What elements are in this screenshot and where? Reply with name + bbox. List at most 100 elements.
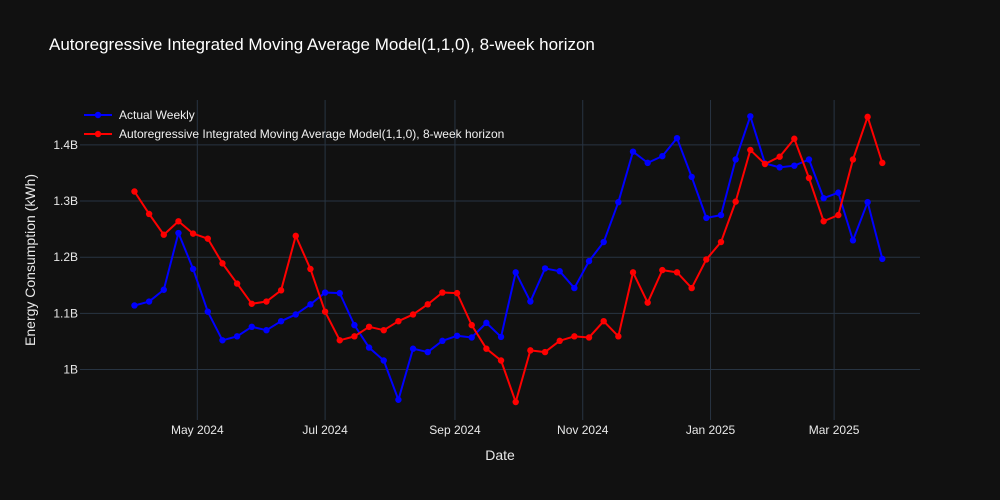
data-point — [219, 337, 226, 344]
data-point — [805, 174, 813, 182]
data-point — [835, 189, 842, 196]
x-tick-label: Sep 2024 — [429, 423, 481, 437]
series-2 — [131, 113, 886, 406]
series-layer — [131, 113, 886, 406]
data-point — [219, 260, 226, 267]
data-point — [717, 238, 725, 246]
grid-layer — [80, 100, 920, 420]
data-point — [145, 298, 153, 305]
legend-swatch-marker — [94, 111, 102, 119]
y-tick-label: 1.2B — [53, 250, 78, 264]
data-point — [761, 160, 769, 168]
data-point — [703, 214, 710, 222]
data-point — [351, 321, 358, 329]
data-point — [204, 308, 211, 315]
series-1 — [131, 113, 886, 403]
data-point — [336, 289, 343, 297]
data-point — [409, 311, 417, 318]
data-point — [527, 347, 534, 354]
data-point — [380, 357, 387, 364]
data-point — [688, 284, 695, 292]
data-point — [820, 195, 827, 202]
data-point — [380, 326, 387, 334]
data-point — [175, 218, 182, 225]
data-point — [688, 173, 695, 181]
data-point — [233, 333, 241, 340]
legend-item[interactable]: Actual Weekly — [84, 108, 195, 122]
data-point — [263, 326, 270, 334]
data-point — [659, 152, 666, 160]
data-point — [512, 269, 519, 276]
data-point — [424, 301, 431, 308]
data-point — [732, 156, 739, 163]
data-point — [483, 345, 490, 352]
data-point — [277, 287, 285, 294]
data-point — [615, 333, 622, 340]
data-point — [805, 156, 813, 163]
data-point — [233, 280, 241, 287]
data-point — [512, 398, 519, 406]
data-point — [849, 237, 857, 244]
data-point — [864, 113, 871, 121]
data-point — [131, 302, 138, 309]
y-axis-title: Energy Consumption (kWh) — [22, 174, 38, 346]
data-point — [204, 235, 211, 242]
data-point — [703, 256, 710, 263]
data-point — [292, 311, 299, 318]
x-tick-label: Jul 2024 — [302, 423, 348, 437]
y-tick-label: 1.3B — [53, 194, 78, 208]
data-point — [483, 319, 490, 327]
data-point — [659, 266, 666, 274]
chart-title: Autoregressive Integrated Moving Average… — [49, 35, 595, 54]
data-point — [365, 323, 373, 331]
data-point — [849, 156, 857, 163]
data-point — [556, 337, 563, 345]
data-point — [673, 134, 681, 142]
data-point — [879, 255, 886, 263]
data-point — [673, 269, 681, 276]
data-point — [307, 301, 314, 308]
y-tick-label: 1.1B — [53, 306, 78, 320]
data-point — [351, 333, 358, 340]
data-point — [468, 321, 475, 329]
data-point — [776, 164, 783, 171]
data-point — [791, 162, 798, 169]
data-point — [527, 298, 534, 305]
data-point — [292, 232, 299, 240]
data-point — [644, 159, 651, 167]
x-tick-label: Mar 2025 — [809, 423, 860, 437]
y-tick-label: 1B — [63, 362, 78, 376]
data-point — [175, 229, 182, 237]
data-point — [864, 198, 871, 206]
data-point — [160, 231, 167, 238]
data-point — [263, 298, 270, 305]
data-point — [131, 188, 138, 195]
data-point — [556, 268, 563, 275]
x-tick-label: Jan 2025 — [686, 423, 736, 437]
data-point — [776, 153, 783, 160]
x-tick-label: Nov 2024 — [557, 423, 609, 437]
data-point — [879, 159, 886, 167]
x-tick-label: May 2024 — [171, 423, 224, 437]
data-point — [747, 146, 754, 154]
data-point — [453, 332, 461, 339]
data-point — [160, 286, 167, 293]
data-point — [277, 317, 285, 325]
data-point — [189, 265, 197, 273]
x-axis-title: Date — [485, 447, 515, 463]
data-point — [717, 211, 725, 219]
legend-swatch-marker — [94, 130, 102, 138]
legend[interactable]: Actual Weekly Autoregressive Integrated M… — [84, 108, 504, 141]
data-point — [629, 148, 637, 155]
data-point — [541, 265, 549, 272]
legend-item[interactable]: Autoregressive Integrated Moving Average… — [84, 127, 504, 141]
tick-layer: 1B 1.1B 1.2B 1.3B 1.4B May 2024 Jul 2024 Sep 20… — [53, 138, 859, 437]
data-point — [439, 289, 446, 296]
data-point — [395, 396, 402, 403]
data-point — [321, 308, 329, 315]
data-point — [248, 300, 255, 307]
data-point — [835, 211, 842, 219]
legend-label: Actual Weekly — [119, 108, 195, 122]
